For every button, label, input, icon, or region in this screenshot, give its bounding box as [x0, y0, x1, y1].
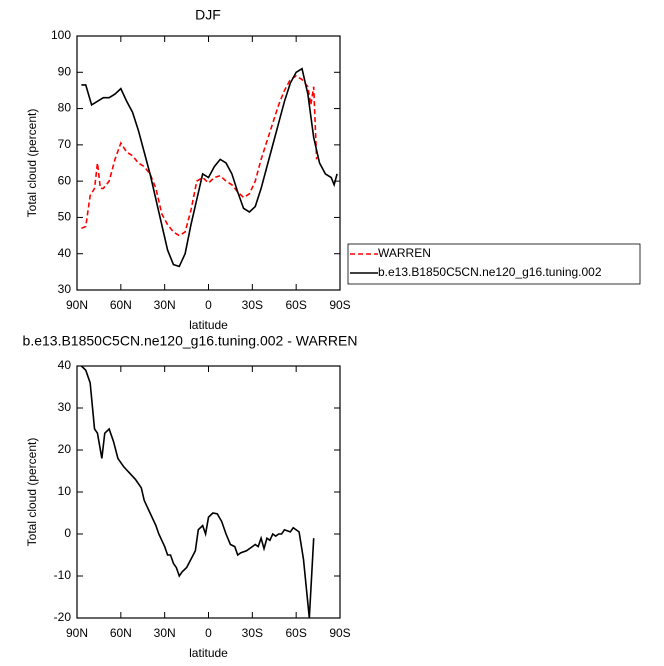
- x-tick-label: 90N: [66, 298, 88, 312]
- chart-title: b.e13.B1850C5CN.ne120_g16.tuning.002 - W…: [23, 333, 358, 349]
- y-tick-label: 40: [58, 358, 72, 372]
- x-tick-label: 30S: [242, 298, 263, 312]
- y-axis-label: Total cloud (percent): [25, 109, 39, 218]
- x-tick-label: 0: [205, 298, 212, 312]
- chart-title: DJF: [195, 7, 221, 23]
- data-line: [80, 365, 315, 619]
- y-tick-label: -20: [54, 610, 72, 624]
- data-line: [81, 74, 318, 237]
- legend-label: WARREN: [378, 246, 431, 260]
- y-tick-label: 70: [58, 137, 72, 151]
- x-tick-label: 90S: [329, 626, 350, 640]
- y-axis-label: Total cloud (percent): [25, 438, 39, 547]
- y-tick-label: 90: [58, 64, 72, 78]
- y-tick-label: 50: [58, 210, 72, 224]
- y-tick-label: -10: [54, 568, 72, 582]
- x-tick-label: 60N: [110, 298, 132, 312]
- x-tick-label: 30N: [154, 298, 176, 312]
- y-tick-label: 60: [58, 173, 72, 187]
- plot-frame: [76, 365, 341, 619]
- y-tick-label: 20: [58, 442, 72, 456]
- x-tick-label: 30S: [242, 626, 263, 640]
- x-tick-label: 60S: [285, 298, 306, 312]
- legend-box: [347, 243, 641, 285]
- x-tick-label: 60N: [110, 626, 132, 640]
- x-tick-label: 0: [205, 626, 212, 640]
- y-tick-label: 80: [58, 101, 72, 115]
- x-tick-label: 90N: [66, 626, 88, 640]
- plot-frame: [76, 35, 341, 291]
- y-tick-label: 100: [51, 28, 71, 42]
- y-tick-label: 30: [58, 400, 72, 414]
- x-axis-label: latitude: [189, 646, 228, 660]
- y-tick-label: 10: [58, 484, 72, 498]
- data-line: [81, 67, 338, 268]
- y-tick-label: 40: [58, 246, 72, 260]
- legend-label: b.e13.B1850C5CN.ne120_g16.tuning.002: [378, 265, 602, 279]
- x-tick-label: 90S: [329, 298, 350, 312]
- y-tick-label: 30: [58, 282, 72, 296]
- x-tick-label: 60S: [285, 626, 306, 640]
- x-axis-label: latitude: [189, 318, 228, 332]
- y-tick-label: 0: [64, 526, 71, 540]
- x-tick-label: 30N: [154, 626, 176, 640]
